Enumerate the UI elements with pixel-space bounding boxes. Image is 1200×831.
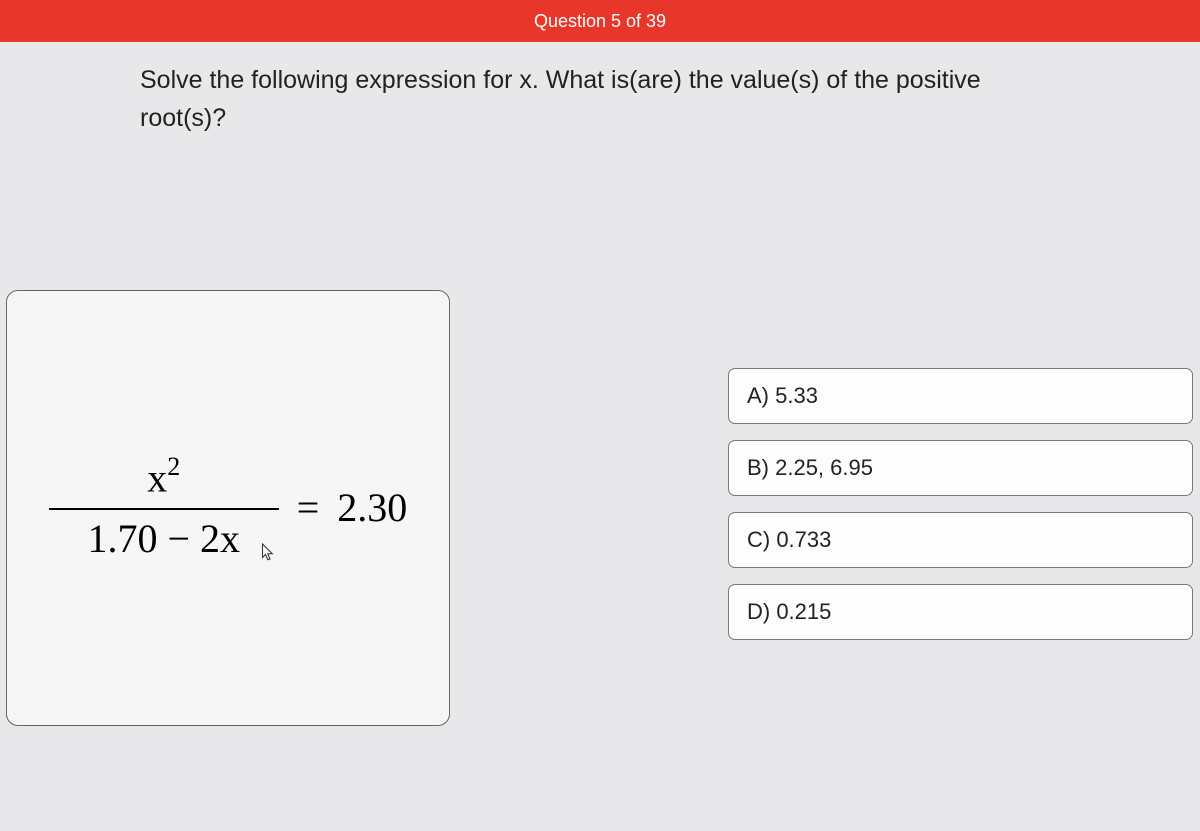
equation-panel: x2 1.70 − 2x = 2.30 — [6, 290, 450, 726]
question-progress-label: Question 5 of 39 — [534, 11, 666, 32]
pointer-cursor-icon — [258, 542, 276, 564]
answer-option-c-label: C) 0.733 — [747, 527, 831, 552]
equation-rhs: 2.30 — [337, 484, 407, 531]
equation: x2 1.70 − 2x = 2.30 — [49, 454, 408, 561]
equals-sign: = — [297, 484, 320, 531]
answer-option-b-label: B) 2.25, 6.95 — [747, 455, 873, 480]
equation-numerator: x2 — [141, 454, 186, 507]
numerator-base: x — [147, 456, 167, 501]
answer-option-a[interactable]: A) 5.33 — [728, 368, 1193, 424]
equation-fraction: x2 1.70 − 2x — [49, 454, 279, 561]
answer-option-d-label: D) 0.215 — [747, 599, 831, 624]
answer-option-b[interactable]: B) 2.25, 6.95 — [728, 440, 1193, 496]
answer-options-list: A) 5.33 B) 2.25, 6.95 C) 0.733 D) 0.215 — [728, 368, 1193, 640]
question-progress-header: Question 5 of 39 — [0, 0, 1200, 42]
numerator-exponent: 2 — [167, 452, 180, 481]
answer-option-a-label: A) 5.33 — [747, 383, 818, 408]
answer-option-c[interactable]: C) 0.733 — [728, 512, 1193, 568]
question-prompt: Solve the following expression for x. Wh… — [140, 62, 1040, 137]
equation-denominator: 1.70 − 2x — [81, 510, 246, 562]
answer-option-d[interactable]: D) 0.215 — [728, 584, 1193, 640]
